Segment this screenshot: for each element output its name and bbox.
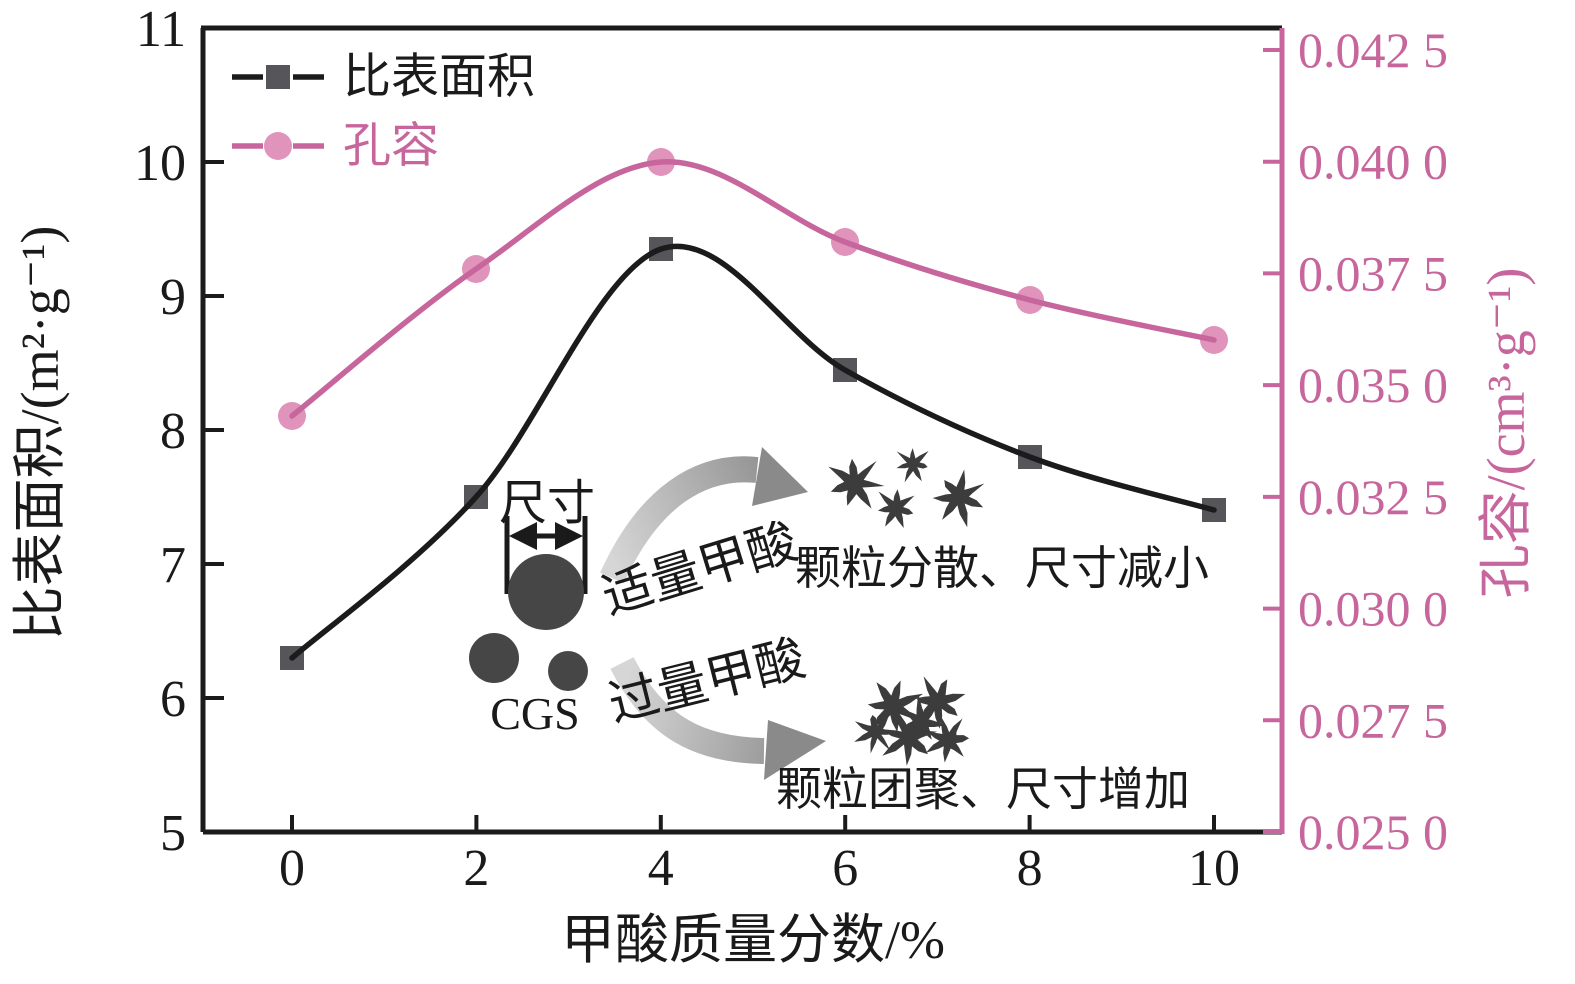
legend-label-surface: 比表面积 [343, 51, 535, 104]
x-axis-tick-label: 10 [1188, 840, 1240, 897]
agglomerated-particle-star [854, 715, 900, 754]
agglomerated-particle-star [925, 715, 970, 763]
series-line [289, 243, 1217, 661]
excess-acid-arrowhead [764, 720, 826, 780]
size-annotation-label: 尺寸 [499, 477, 595, 530]
x-axis-tick-label: 0 [279, 840, 305, 897]
x-axis-title: 甲酸质量分数/% [561, 910, 945, 970]
dispersed-particle-star [896, 448, 929, 483]
y-left-tick-label: 7 [160, 537, 186, 594]
cgs-particle-circle [469, 633, 519, 683]
x-axis-tick-label: 8 [1017, 840, 1043, 897]
y-right-tick-label: 0.035 0 [1298, 357, 1448, 413]
legend-label-pore: 孔容 [343, 120, 439, 173]
excess-acid-arrow [610, 656, 765, 764]
series [278, 148, 1228, 670]
cgs-label: CGS [490, 688, 579, 739]
dispersed-particles-label: 颗粒分散、尺寸减小 [795, 543, 1209, 594]
y-left-tick-label: 5 [160, 805, 186, 862]
y-left-tick-label: 9 [160, 269, 186, 326]
agglomerated-particle-star [878, 708, 938, 766]
y-left-tick-label: 10 [134, 135, 186, 192]
agglomerated-particle-star [867, 680, 924, 733]
y-axis-title-left: 比表面积/(m²·g⁻¹) [10, 226, 70, 641]
y-left-tick-label: 6 [160, 671, 186, 728]
dispersed-particle-star [877, 489, 915, 528]
legend-marker-circle [264, 132, 292, 160]
x-axis-tick-label: 2 [463, 840, 489, 897]
moderate-acid-arrowhead [752, 447, 808, 506]
annotations [469, 447, 985, 780]
size-arrowhead-right [555, 522, 583, 550]
agglomerated-particle-star [900, 693, 947, 745]
legend-marker-square [266, 65, 290, 89]
x-axis-tick-label: 4 [648, 840, 674, 897]
y-right-tick-label: 0.027 5 [1298, 692, 1448, 748]
cgs-particle-circle [548, 651, 588, 691]
y-right-tick-label: 0.025 0 [1298, 804, 1448, 860]
dispersed-particle-star [828, 458, 885, 509]
moderate-acid-arrow [600, 456, 759, 584]
y-axis-title-right: 孔容/(cm³·g⁻¹) [1476, 268, 1536, 599]
x-axis-tick-label: 6 [832, 840, 858, 897]
y-left-tick-label: 8 [160, 403, 186, 460]
excess-acid-label: 过量甲酸 [603, 630, 811, 733]
agglomerated-particles-label: 颗粒团聚、尺寸增加 [776, 764, 1190, 815]
y-right-tick-label: 0.037 5 [1298, 245, 1448, 301]
cgs-particle-circle [508, 554, 584, 630]
series-line [289, 159, 1217, 419]
dispersed-particle-star [932, 469, 985, 528]
y-right-tick-label: 0.040 0 [1298, 134, 1448, 190]
y-right-tick-label: 0.032 5 [1298, 469, 1448, 525]
y-right-tick-label: 0.042 5 [1298, 22, 1448, 78]
y-left-tick-label: 11 [136, 1, 186, 58]
axes: 0 2 4 6 8 10 5 6 7 8 9 10 11 0.042 5 0.040 0 0.037 5 0.0… [134, 1, 1448, 897]
y-right-tick-label: 0.030 0 [1298, 581, 1448, 637]
legend [232, 65, 324, 160]
size-arrowhead-left [509, 522, 537, 550]
